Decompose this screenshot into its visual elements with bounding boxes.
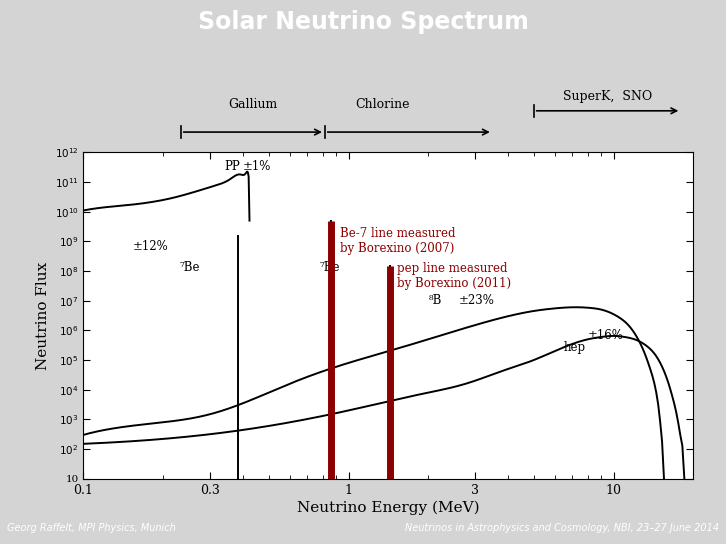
- Text: ⁸B: ⁸B: [428, 294, 441, 307]
- Text: PP: PP: [224, 160, 240, 173]
- Text: ±12%: ±12%: [133, 240, 169, 254]
- Text: pep line measured
by Borexino (2011): pep line measured by Borexino (2011): [396, 262, 511, 290]
- Y-axis label: Neutrino Flux: Neutrino Flux: [36, 262, 50, 369]
- Text: hep: hep: [564, 341, 586, 354]
- Text: ±16%: ±16%: [588, 329, 624, 342]
- Text: ±23%: ±23%: [459, 294, 494, 307]
- Text: Be-7 line measured
by Borexino (2007): Be-7 line measured by Borexino (2007): [340, 227, 456, 255]
- Text: SuperK,  SNO: SuperK, SNO: [563, 90, 652, 103]
- Text: Neutrinos in Astrophysics and Cosmology, NBI, 23–27 June 2014: Neutrinos in Astrophysics and Cosmology,…: [404, 523, 719, 533]
- Text: ⁷Be: ⁷Be: [320, 261, 340, 274]
- Text: Chlorine: Chlorine: [355, 98, 409, 111]
- Text: Georg Raffelt, MPI Physics, Munich: Georg Raffelt, MPI Physics, Munich: [7, 523, 176, 533]
- Text: Gallium: Gallium: [228, 98, 277, 111]
- Text: ⁷Be: ⁷Be: [179, 261, 200, 274]
- Text: ±1%: ±1%: [243, 160, 272, 173]
- Text: Solar Neutrino Spectrum: Solar Neutrino Spectrum: [197, 10, 529, 34]
- X-axis label: Neutrino Energy (MeV): Neutrino Energy (MeV): [297, 500, 480, 515]
